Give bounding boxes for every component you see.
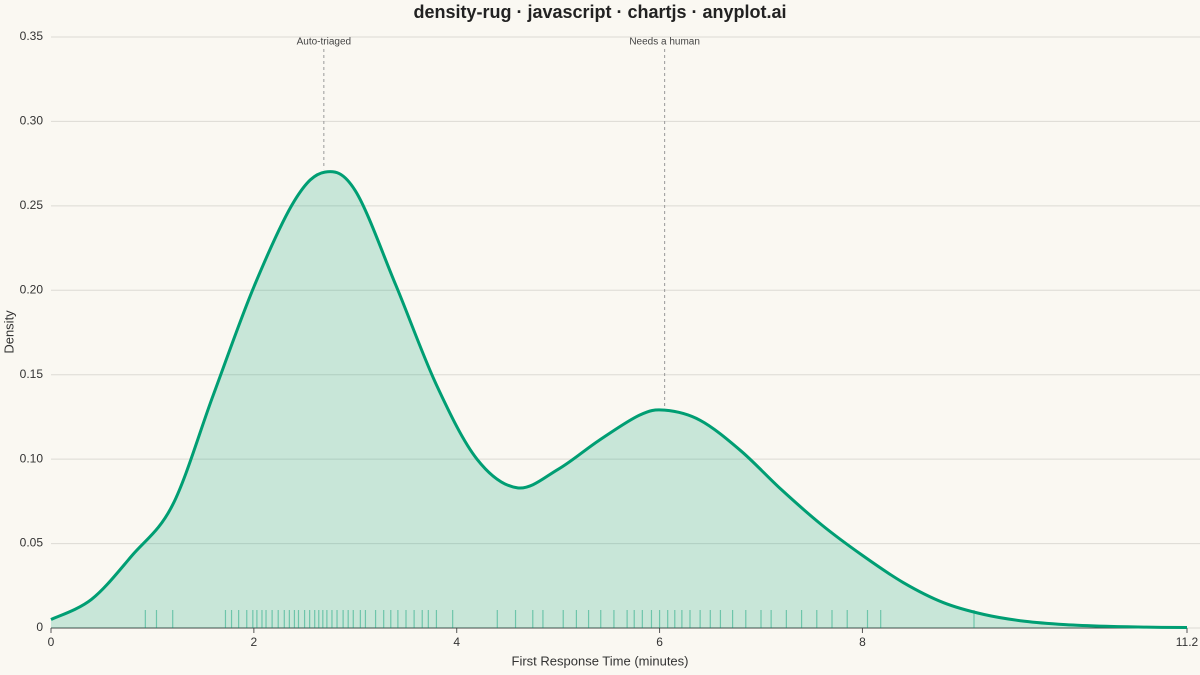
x-tick-label: 11.2 — [1176, 635, 1199, 649]
x-tick-label: 2 — [251, 635, 258, 649]
x-axis-label: First Response Time (minutes) — [512, 653, 689, 668]
y-axis-label: Density — [1, 310, 16, 354]
y-tick-label: 0.10 — [20, 451, 44, 465]
y-tick-label: 0.15 — [20, 367, 44, 381]
x-tick-label: 8 — [859, 635, 866, 649]
y-tick-label: 0.30 — [20, 114, 44, 128]
annotation-label: Needs a human — [629, 37, 700, 48]
density-line — [50, 170, 1188, 629]
chart-title: density-rug · javascript · chartjs · any… — [413, 2, 786, 22]
y-tick-label: 0.25 — [20, 198, 44, 212]
y-tick-label: 0.35 — [20, 29, 44, 43]
density-area — [51, 171, 1187, 628]
y-tick-label: 0.20 — [20, 282, 44, 296]
y-tick-label: 0.05 — [20, 536, 44, 550]
y-tick-label: 0 — [36, 620, 43, 634]
x-tick-label: 6 — [656, 635, 663, 649]
annotation-label: Auto-triaged — [297, 37, 351, 48]
x-tick-label: 0 — [48, 635, 55, 649]
x-tick-label: 4 — [453, 635, 460, 649]
